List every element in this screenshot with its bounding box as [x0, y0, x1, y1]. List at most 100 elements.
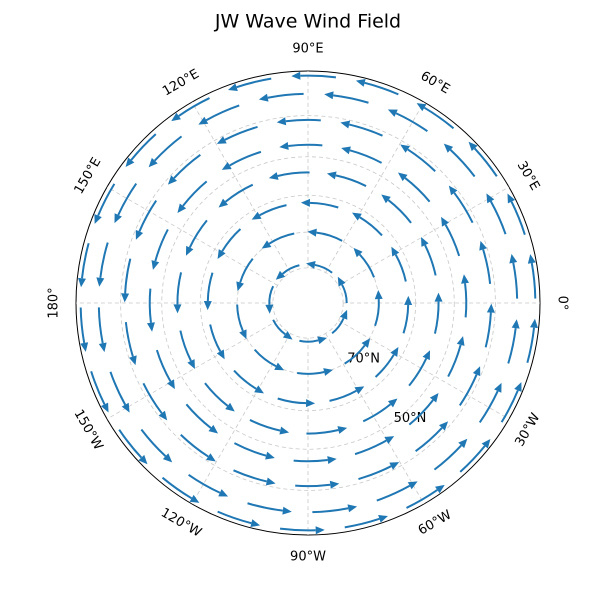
wind-arrow	[344, 344, 366, 365]
wind-arrow	[259, 204, 287, 217]
wind-arrow-head	[468, 141, 478, 152]
wind-arrow	[209, 324, 222, 352]
wind-arrow-head	[185, 245, 194, 256]
longitude-label: 90°W	[290, 550, 326, 565]
wind-arrow	[285, 118, 321, 123]
wind-arrow-head	[114, 213, 122, 224]
wind-arrow-head	[218, 489, 229, 497]
wind-arrow	[306, 429, 339, 435]
wind-arrow-head	[421, 237, 429, 247]
wind-arrow-head	[261, 240, 272, 249]
wind-arrow-head	[158, 410, 168, 421]
wind-arrow-head	[203, 300, 212, 311]
wind-arrow-head	[448, 185, 458, 196]
wind-arrow-head	[443, 143, 454, 153]
wind-arrow-head	[458, 438, 468, 449]
wind-arrow	[404, 177, 431, 203]
wind-arrow-head	[381, 194, 391, 204]
wind-arrow-head	[507, 193, 516, 204]
wind-arrow	[233, 369, 257, 390]
wind-arrow-head	[218, 198, 229, 208]
wind-arrow	[293, 459, 328, 463]
wind-arrow-head	[355, 78, 366, 87]
wind-arrow-head	[305, 399, 316, 408]
wind-arrow	[453, 192, 474, 224]
wind-arrow	[155, 349, 172, 382]
wind-arrow-head	[472, 366, 481, 377]
wind-arrow	[299, 339, 319, 343]
wind-arrow-head	[268, 172, 279, 180]
wind-arrow	[407, 148, 436, 172]
wind-arrow-head	[441, 216, 450, 227]
wind-arrow	[387, 199, 412, 224]
wind-arrow-head	[80, 342, 89, 352]
wind-arrow	[249, 419, 281, 432]
wind-arrow-head	[514, 382, 522, 392]
longitude-grid-line	[106, 320, 278, 420]
wind-arrow	[268, 232, 295, 245]
wind-arrow	[224, 126, 258, 141]
wind-arrow-head	[323, 368, 333, 376]
wind-arrow	[277, 171, 310, 177]
wind-arrow-head	[479, 240, 487, 251]
longitude-label: 0°	[555, 296, 570, 311]
wind-arrow	[178, 97, 210, 117]
wind-arrow-head	[100, 402, 109, 413]
wind-arrow	[354, 439, 387, 456]
wind-arrow-head	[511, 319, 520, 329]
wind-arrow	[314, 263, 333, 274]
latitude-grid-line	[199, 194, 417, 412]
wind-arrow	[376, 484, 411, 502]
longitude-label: 150°W	[70, 407, 105, 453]
wind-arrow	[233, 442, 267, 457]
wind-arrow-head	[307, 228, 317, 237]
wind-arrow-head	[435, 484, 445, 494]
longitude-label: 60°W	[416, 507, 455, 538]
wind-arrow-head	[208, 424, 219, 434]
wind-arrow-head	[129, 355, 137, 366]
wind-arrow	[362, 403, 392, 423]
wind-arrow-head	[404, 295, 413, 306]
wind-arrow	[118, 429, 143, 459]
wind-arrow	[221, 228, 242, 252]
wind-arrow	[154, 228, 169, 262]
wind-arrow-head	[378, 515, 388, 523]
wind-arrow	[79, 307, 86, 344]
wind-arrow	[97, 183, 116, 217]
wind-arrow-head	[509, 253, 518, 264]
wind-arrow-head	[438, 421, 449, 431]
wind-arrow	[204, 382, 229, 407]
wind-arrow-head	[407, 481, 418, 490]
wind-arrow	[473, 147, 498, 177]
longitude-grid-line	[338, 186, 510, 286]
wind-arrow-head	[189, 494, 200, 503]
wind-arrow-head	[121, 293, 130, 303]
wind-arrow-head	[177, 203, 187, 214]
wind-arrow	[138, 200, 158, 232]
wind-arrow	[90, 371, 106, 405]
wind-arrow-head	[530, 318, 538, 329]
wind-arrow-head	[250, 519, 261, 528]
wind-arrow	[288, 143, 323, 147]
wind-arrow	[482, 249, 492, 284]
wind-arrow	[459, 445, 486, 473]
longitude-grid-line	[338, 320, 510, 420]
longitude-grid-line	[191, 333, 291, 505]
latitude-grid-line	[120, 115, 496, 491]
wind-arrow	[281, 264, 300, 275]
wind-arrow-head	[315, 526, 325, 535]
wind-arrow-head	[361, 338, 371, 348]
wind-arrow-head	[198, 116, 209, 125]
wind-arrow-head	[456, 336, 465, 346]
wind-arrow-head	[265, 477, 276, 486]
wind-arrow	[272, 319, 286, 336]
wind-arrow-head	[429, 392, 439, 403]
latitude-label: 50°N	[394, 411, 427, 426]
wind-arrow-head	[339, 309, 348, 320]
latitude-grid-line	[272, 267, 344, 339]
wind-arrow	[179, 330, 192, 362]
wind-arrow	[279, 527, 316, 532]
wind-arrow	[206, 272, 214, 302]
wind-arrow	[233, 469, 268, 483]
